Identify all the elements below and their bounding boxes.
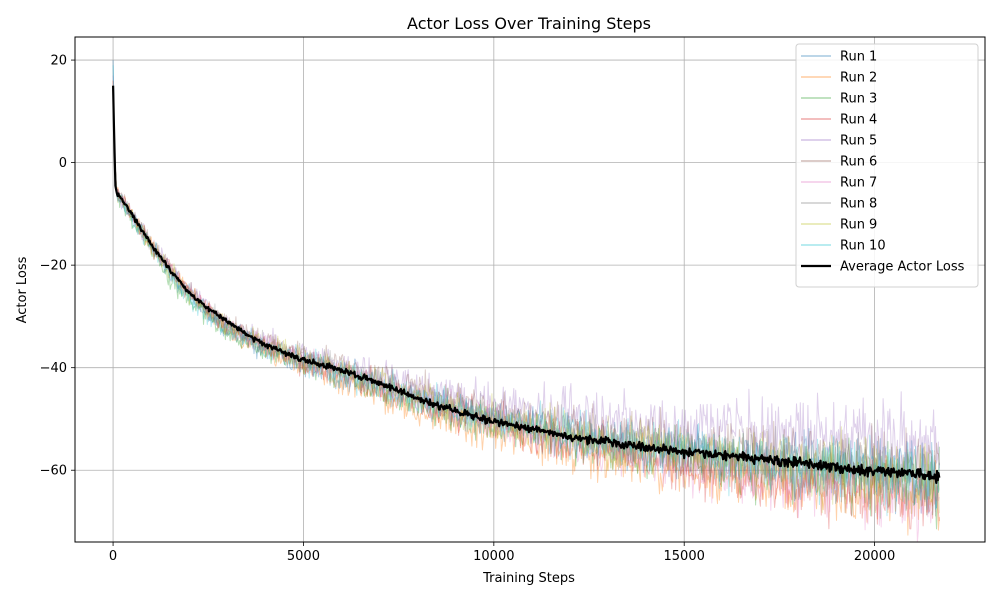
series-line-run-8: [112, 85, 940, 517]
y-tick-label: 0: [59, 156, 67, 171]
x-tick-label: 10000: [473, 549, 514, 564]
x-tick-label: 15000: [664, 549, 705, 564]
series-line-run-3: [112, 85, 940, 530]
legend-label: Run 1: [840, 50, 877, 65]
y-tick-label: −40: [40, 361, 67, 376]
legend-label: Average Actor Loss: [840, 260, 965, 275]
y-tick-label: 20: [50, 54, 67, 69]
legend: Run 1 Run 2 Run 3 Run 4 Run 5 Run 6 Run 7 Run 8…: [795, 43, 979, 288]
y-axis-label: Actor Loss: [15, 256, 30, 323]
y-tick-label: −60: [40, 464, 67, 479]
legend-label: Run 6: [840, 155, 877, 170]
y-ticks: −60 −40 −20 0 20: [40, 54, 75, 479]
x-tick-label: 20000: [854, 549, 895, 564]
legend-label: Run 4: [840, 113, 877, 128]
axes-frame: [74, 36, 986, 543]
series-line-run-7: [112, 90, 940, 543]
x-axis-label: Training Steps: [482, 571, 575, 586]
x-tick-label: 0: [109, 549, 117, 564]
chart-title: Actor Loss Over Training Steps: [407, 14, 651, 33]
x-ticks: 0 5000 10000 15000 20000: [109, 542, 895, 564]
legend-label: Run 7: [840, 176, 877, 191]
legend-label: Run 9: [840, 218, 877, 233]
legend-label: Run 3: [840, 92, 877, 107]
legend-label: Run 2: [840, 71, 877, 86]
y-tick-label: −20: [40, 259, 67, 274]
series-lines: [112, 60, 941, 543]
series-line-run-2: [112, 80, 940, 536]
series-line-average: [112, 85, 941, 484]
series-line-run-10: [112, 65, 940, 517]
legend-box: [795, 43, 979, 288]
legend-label: Run 5: [840, 134, 877, 149]
series-line-run-6: [112, 85, 940, 493]
legend-label: Run 10: [840, 239, 886, 254]
legend-label: Run 8: [840, 197, 877, 212]
series-line-run-5: [112, 75, 940, 487]
x-tick-label: 5000: [287, 549, 320, 564]
